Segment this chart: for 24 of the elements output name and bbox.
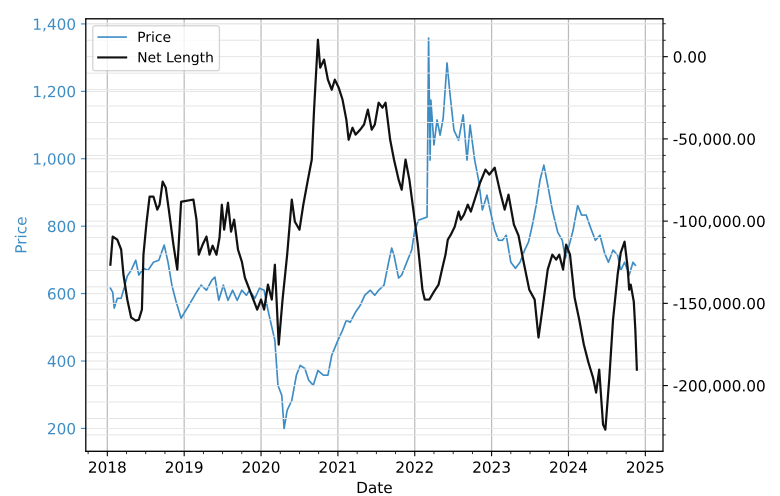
y2-tick-label: -200,000.00 — [673, 380, 765, 394]
x-tick-label: 2022 — [396, 461, 433, 473]
y-tick-label: 400 — [48, 355, 76, 368]
y-axis-title: Price — [14, 217, 27, 252]
y2-tick-label: -150,000.00 — [673, 298, 765, 311]
y-tick-label: 1,400 — [34, 18, 76, 32]
legend-label: Price — [138, 31, 170, 42]
y-tick-label: 200 — [48, 422, 76, 434]
y-tick-label: 1,000 — [34, 153, 76, 166]
x-tick-label: 2020 — [242, 461, 280, 473]
x-tick-label: 2021 — [320, 461, 356, 473]
y-tick-label: 600 — [48, 288, 76, 300]
x-tick-label: 2019 — [166, 461, 203, 473]
y2-tick-label: -50,000.00 — [673, 133, 755, 146]
x-axis-title: Date — [358, 482, 392, 494]
x-tick-label: 2018 — [89, 461, 126, 473]
y-tick-label: 1,200 — [34, 86, 76, 99]
x-tick-label: 2024 — [550, 461, 588, 473]
y2-tick-label: -100,000.00 — [673, 216, 765, 229]
y-tick-label: 800 — [48, 220, 76, 232]
y2-tick-label: 0.00 — [674, 51, 706, 63]
legend-label: Net Length — [138, 52, 213, 66]
x-tick-label: 2023 — [473, 461, 510, 473]
x-tick-label: 2025 — [627, 461, 664, 473]
